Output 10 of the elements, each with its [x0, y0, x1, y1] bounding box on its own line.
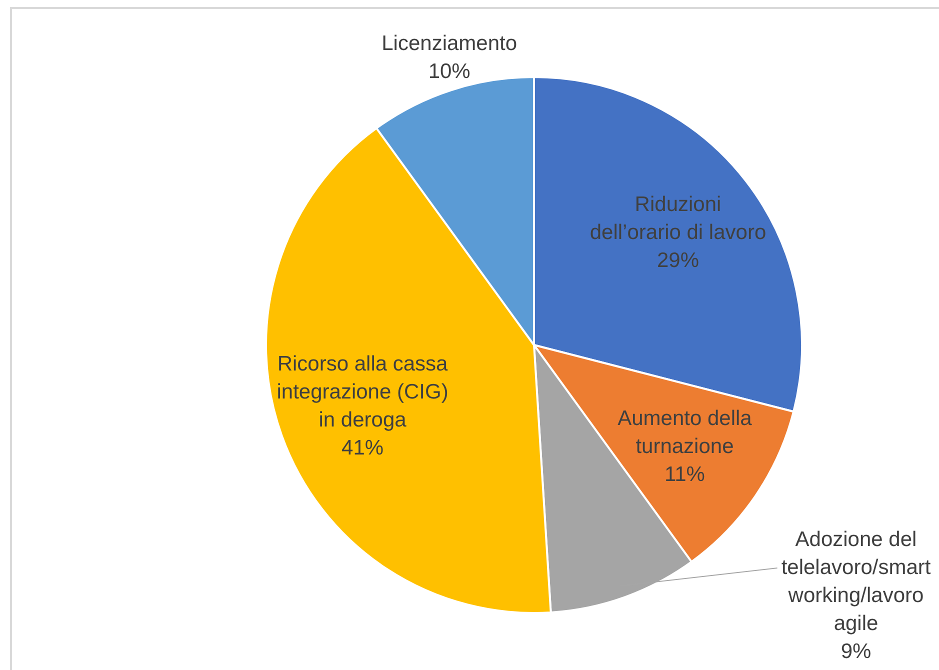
slice-label: Licenziamento — [382, 32, 518, 56]
slice-label: Ricorso alla cassa integrazione (CIG) in deroga — [276, 352, 448, 432]
slice-label: Aumento della turnazione — [618, 407, 752, 458]
data-label: 10% — [428, 60, 470, 84]
slice-label: Riduzioni dell’orario di lavoro — [590, 193, 766, 244]
data-label: 11% — [664, 463, 705, 486]
data-label: 41% — [342, 436, 384, 460]
data-label: 9% — [840, 640, 872, 663]
slice-label: Adozione del telelavoro/smart working/lavoro agile — [781, 528, 931, 635]
data-label: 29% — [656, 249, 700, 272]
